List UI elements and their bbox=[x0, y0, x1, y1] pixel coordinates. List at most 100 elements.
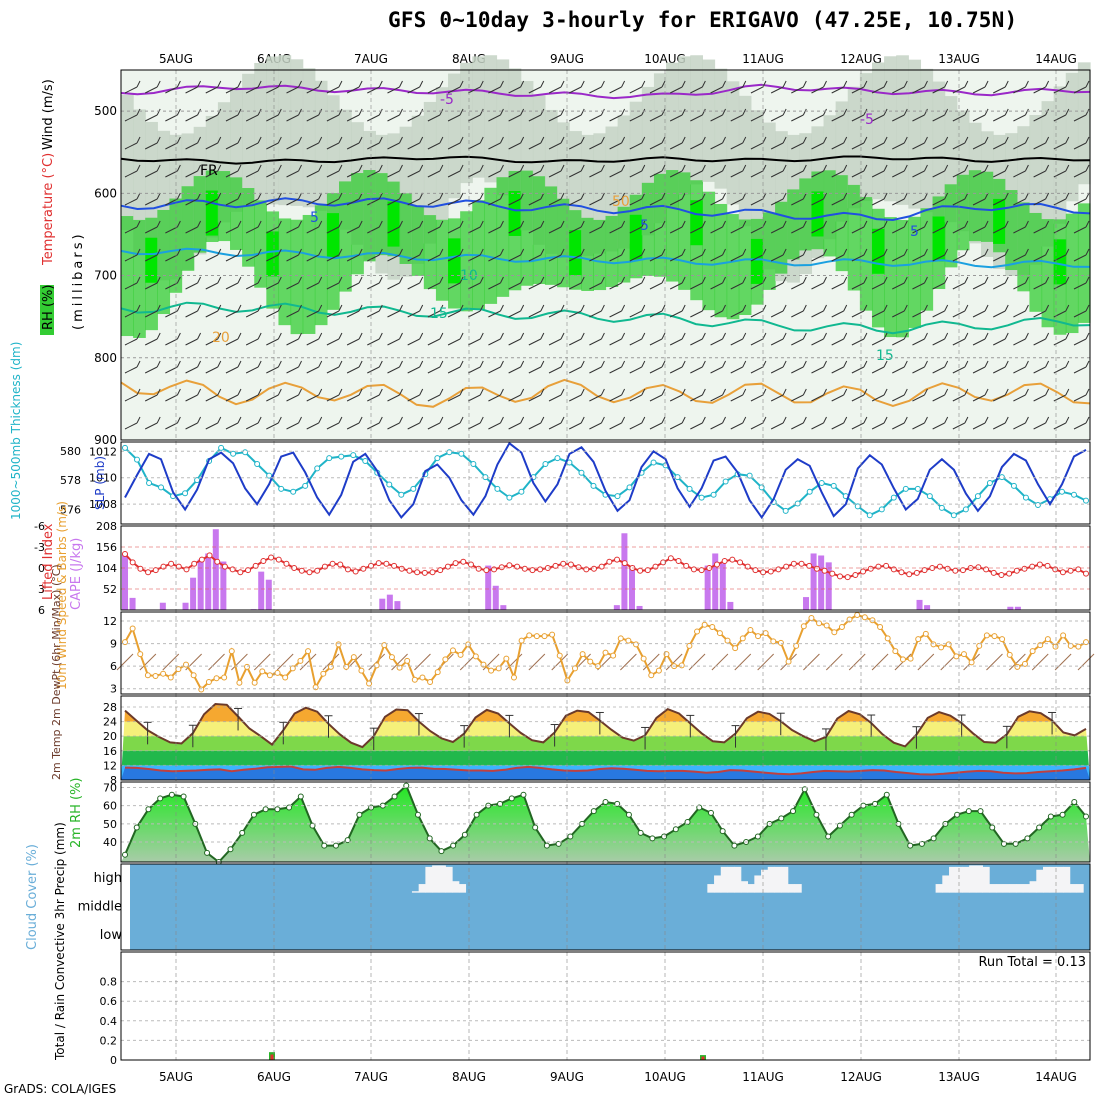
wind-barb-flag bbox=[520, 108, 525, 116]
thickness-point bbox=[1034, 501, 1041, 508]
thickness-point bbox=[1083, 497, 1089, 504]
cloud-panel-background bbox=[130, 864, 1090, 950]
wind-barb bbox=[225, 254, 239, 262]
wind-barb-flag bbox=[742, 80, 747, 88]
wind-barb bbox=[831, 394, 844, 402]
temp-20c-contour bbox=[120, 378, 1091, 408]
wind-barb bbox=[144, 86, 158, 94]
wind-speed-point bbox=[549, 631, 556, 638]
wind-barb-flag bbox=[621, 220, 626, 228]
wind-speed-point bbox=[427, 678, 434, 685]
wind-barb-flag bbox=[984, 108, 989, 116]
wind-barb-flag bbox=[459, 360, 464, 368]
wind-barb-flag bbox=[681, 416, 686, 424]
wind-speed-point bbox=[205, 678, 212, 685]
thickness-point bbox=[902, 485, 909, 492]
wind-barb bbox=[144, 394, 158, 402]
li-tick-label: -6 bbox=[34, 520, 45, 533]
wind-barb-flag bbox=[903, 108, 908, 116]
wind-barb bbox=[367, 198, 380, 206]
cape-bar bbox=[220, 561, 227, 610]
thickness-tick-label: 576 bbox=[60, 503, 81, 516]
wind-barb-flag bbox=[924, 80, 928, 88]
wind-barb bbox=[447, 142, 461, 150]
y-tick-label: 600 bbox=[94, 186, 117, 200]
wind-speed-point bbox=[259, 668, 266, 675]
wind-barb-flag bbox=[277, 388, 282, 396]
thickness-point bbox=[146, 480, 153, 486]
wind-barb bbox=[528, 142, 542, 150]
wind-barb bbox=[468, 338, 481, 346]
dewpoint-line bbox=[124, 765, 1087, 776]
wind-barb-flag bbox=[701, 80, 706, 88]
panel-frame bbox=[120, 69, 1091, 441]
wind-barb bbox=[367, 226, 380, 234]
wind-barb-flag bbox=[621, 360, 626, 368]
wind-barb-flag bbox=[197, 248, 202, 256]
wind-barb bbox=[367, 422, 380, 430]
wind-barb bbox=[124, 310, 138, 318]
wind-barb-flag bbox=[742, 360, 747, 368]
thickness-point bbox=[542, 460, 549, 467]
lifted-index-point bbox=[998, 572, 1005, 578]
wind-barb-flag bbox=[499, 136, 504, 144]
cloud-cell bbox=[1016, 884, 1024, 893]
lifted-index-point bbox=[137, 565, 144, 572]
wind-barb-flag bbox=[580, 136, 585, 144]
wind-barb bbox=[734, 653, 752, 671]
rh-point bbox=[1036, 824, 1043, 831]
rh-point bbox=[520, 791, 527, 798]
bottom-day-label: 5AUG bbox=[159, 1070, 193, 1084]
wind-speed-point bbox=[526, 632, 533, 639]
slp-tick-label: 1012 bbox=[89, 445, 117, 458]
wind-barb-flag bbox=[399, 248, 403, 256]
wind-barb-flag bbox=[1004, 192, 1009, 200]
wind-speed-point bbox=[266, 672, 273, 679]
rh-high-band bbox=[993, 198, 1006, 244]
thickness-point bbox=[686, 485, 693, 492]
thickness-tick-label: 578 bbox=[60, 474, 81, 487]
wind-barb-flag bbox=[641, 332, 646, 340]
wind-barb-flag bbox=[217, 108, 222, 116]
rh-point bbox=[543, 842, 550, 849]
wind-barb-flag bbox=[944, 220, 949, 228]
wind-barb-flag bbox=[883, 80, 888, 88]
wind-barb bbox=[993, 422, 1006, 430]
wind-barb bbox=[488, 86, 501, 94]
wind-barb bbox=[851, 394, 865, 402]
wind-barb-flag bbox=[924, 388, 928, 396]
wind-barb bbox=[367, 366, 380, 374]
wind-barb bbox=[528, 282, 542, 290]
wind-barb bbox=[609, 170, 622, 178]
rh-point bbox=[309, 822, 316, 829]
wind-barb-flag bbox=[540, 164, 545, 172]
wind-barb-flag bbox=[964, 220, 969, 228]
y-tick-label: 700 bbox=[94, 269, 117, 283]
wind-barb-flag bbox=[298, 416, 302, 424]
wind-barb-flag bbox=[399, 360, 403, 368]
wind-speed-point bbox=[709, 624, 716, 631]
thickness-point bbox=[278, 485, 285, 492]
wind-barb-flag bbox=[883, 248, 888, 256]
wind-barb bbox=[825, 653, 843, 671]
wind-barb bbox=[710, 394, 723, 402]
wind-barb bbox=[1013, 142, 1026, 150]
wind-barb-flag bbox=[722, 136, 727, 144]
rh-point bbox=[602, 799, 609, 805]
lifted-index-point bbox=[606, 558, 613, 565]
lifted-index-point bbox=[460, 558, 467, 565]
wind-barb-flag bbox=[479, 276, 484, 284]
cape-bar bbox=[712, 553, 719, 610]
wind-barb-flag bbox=[479, 304, 484, 312]
wind-barb bbox=[144, 254, 158, 262]
wind-barb bbox=[831, 170, 844, 178]
wind-barb bbox=[690, 282, 703, 290]
wind-barb bbox=[791, 254, 804, 262]
wind-barb-flag bbox=[520, 360, 525, 368]
wind-barb-flag bbox=[399, 108, 403, 116]
cape-bar bbox=[394, 601, 401, 610]
wind-barb-flag bbox=[520, 164, 525, 172]
wind-barb-flag bbox=[661, 164, 666, 172]
wind-barb-flag bbox=[540, 416, 545, 424]
